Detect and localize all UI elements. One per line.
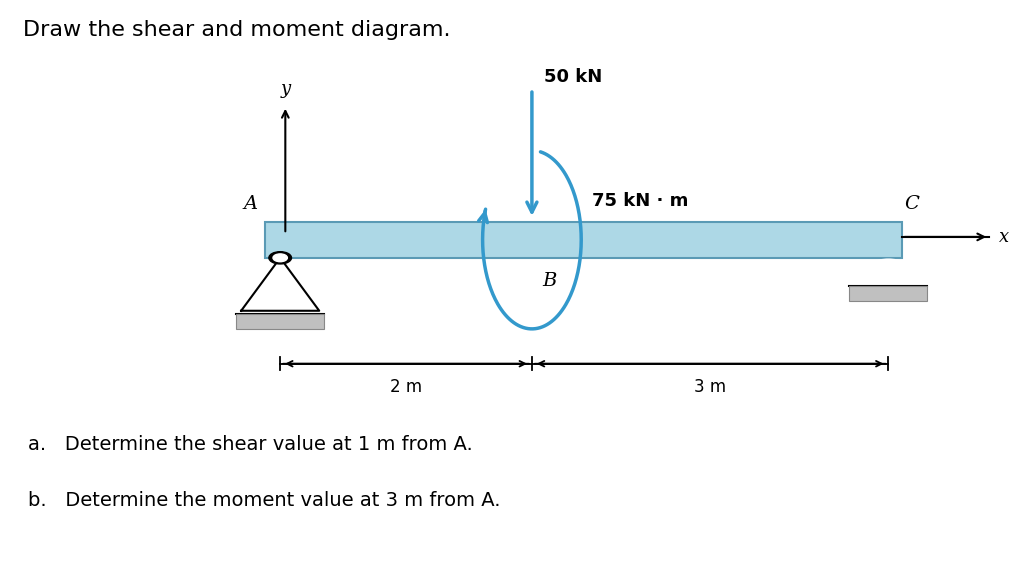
Text: Draw the shear and moment diagram.: Draw the shear and moment diagram. — [24, 20, 450, 39]
Text: A: A — [244, 195, 257, 213]
Circle shape — [273, 254, 287, 262]
Bar — [236, 314, 324, 329]
Text: B: B — [542, 272, 557, 290]
Text: 50 kN: 50 kN — [544, 68, 602, 86]
Bar — [264, 222, 902, 258]
Text: 3 m: 3 m — [694, 378, 726, 396]
Circle shape — [866, 260, 911, 284]
Text: y: y — [280, 79, 290, 97]
Polygon shape — [241, 258, 319, 311]
Bar — [849, 285, 928, 301]
Text: a.   Determine the shear value at 1 m from A.: a. Determine the shear value at 1 m from… — [29, 435, 473, 454]
Text: b.   Determine the moment value at 3 m from A.: b. Determine the moment value at 3 m fro… — [29, 490, 501, 510]
Circle shape — [269, 252, 291, 264]
Text: C: C — [904, 195, 918, 213]
Text: 2 m: 2 m — [390, 378, 422, 396]
Text: x: x — [999, 228, 1009, 246]
Text: 75 kN · m: 75 kN · m — [592, 191, 688, 209]
